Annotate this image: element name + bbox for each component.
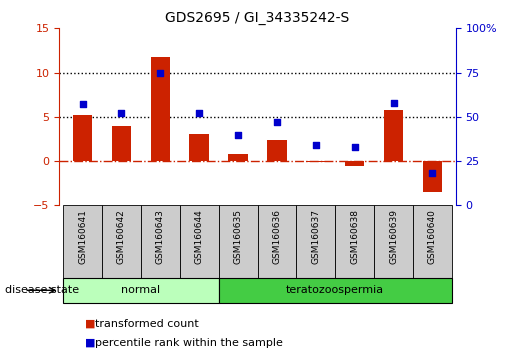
Bar	[267, 140, 287, 161]
Text: GSM160636: GSM160636	[272, 209, 281, 264]
Point	[389, 100, 398, 105]
Title: GDS2695 / GI_34335242-S: GDS2695 / GI_34335242-S	[165, 11, 350, 24]
Text: GSM160642: GSM160642	[117, 209, 126, 264]
Bar	[384, 110, 403, 161]
Bar	[258, 205, 296, 278]
Bar	[423, 161, 442, 192]
Point	[351, 144, 359, 150]
Bar	[335, 205, 374, 278]
Bar	[141, 205, 180, 278]
Point	[428, 171, 437, 176]
Text: ■: ■	[85, 338, 95, 348]
Text: GSM160644: GSM160644	[195, 209, 204, 264]
Bar	[63, 205, 102, 278]
Point	[234, 132, 242, 137]
Text: transformed count: transformed count	[95, 319, 199, 329]
Point	[156, 70, 164, 75]
Bar	[150, 57, 170, 161]
Point	[273, 119, 281, 125]
Bar	[180, 205, 219, 278]
Text: normal: normal	[122, 285, 161, 295]
Bar	[73, 115, 92, 161]
Bar	[413, 205, 452, 278]
Point	[195, 110, 203, 116]
Bar	[306, 161, 325, 162]
Text: disease state: disease state	[5, 285, 79, 295]
Bar	[63, 278, 219, 303]
Bar	[219, 205, 258, 278]
Text: percentile rank within the sample: percentile rank within the sample	[95, 338, 283, 348]
Bar	[345, 161, 365, 166]
Text: GSM160643: GSM160643	[156, 209, 165, 264]
Text: GSM160639: GSM160639	[389, 209, 398, 264]
Point	[78, 102, 87, 107]
Bar	[219, 278, 452, 303]
Point	[312, 142, 320, 148]
Bar	[112, 126, 131, 161]
Text: GSM160641: GSM160641	[78, 209, 87, 264]
Bar	[228, 154, 248, 161]
Bar	[102, 205, 141, 278]
Text: ■: ■	[85, 319, 95, 329]
Bar	[296, 205, 335, 278]
Point	[117, 110, 126, 116]
Text: GSM160638: GSM160638	[350, 209, 359, 264]
Text: teratozoospermia: teratozoospermia	[286, 285, 384, 295]
Bar	[190, 133, 209, 161]
Text: GSM160635: GSM160635	[234, 209, 243, 264]
Bar	[374, 205, 413, 278]
Text: GSM160637: GSM160637	[311, 209, 320, 264]
Text: GSM160640: GSM160640	[428, 209, 437, 264]
